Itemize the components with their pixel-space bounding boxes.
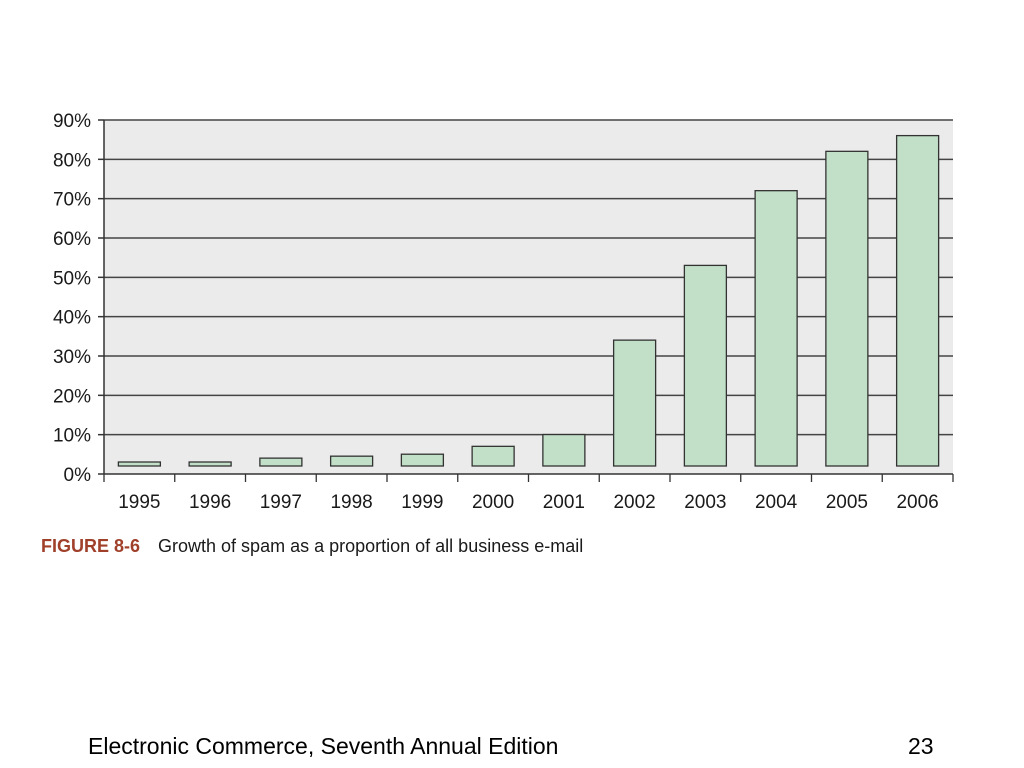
x-tick-label: 1995 [118,492,160,513]
y-tick-label: 80% [53,150,91,171]
figure-caption: FIGURE 8-6 Growth of spam as a proportion… [41,536,583,557]
x-tick-label: 1996 [189,492,231,513]
bar-2004 [754,190,798,467]
bar-2002 [612,339,657,467]
plot-background [104,120,953,474]
x-tick-label: 2000 [472,492,514,513]
gridlines [104,119,953,436]
y-tick-label: 30% [53,347,91,368]
bar-1996 [188,461,232,467]
bar-2001 [542,433,586,467]
x-tick-label: 2006 [896,492,938,513]
page-number: 23 [908,733,934,759]
y-tick-label: 40% [53,308,91,329]
bar-1997 [259,457,303,467]
bar-2006 [895,134,940,467]
bar-2000 [471,445,515,467]
y-tick-label: 90% [53,111,91,132]
y-tick-label: 20% [53,386,91,407]
y-tick-label: 60% [53,229,91,250]
tick-labels: 0% 10% 20% 30% 40% 50% 60% 70% 80% 90% 1995 1996 199… [53,111,939,513]
y-tick-label: 10% [53,426,91,447]
x-tick-label: 1998 [330,492,372,513]
bar-1999 [400,453,445,467]
figure-label: FIGURE 8-6 [41,536,141,556]
bar-2005 [825,150,869,467]
y-tick-label: 70% [53,190,91,211]
x-tick-label: 2004 [755,492,798,513]
x-tick-label: 1999 [401,492,443,513]
x-tick-label: 2002 [613,492,655,513]
x-tick-label: 2003 [684,492,726,513]
x-tick-label: 1997 [260,492,302,513]
y-tick-label: 50% [53,268,91,289]
bar-2003 [683,264,728,467]
x-tick-label: 2005 [826,492,868,513]
bar-1995 [117,461,162,467]
bar-1998 [329,455,374,467]
x-tick-label: 2001 [543,492,585,513]
caption-text: Growth of spam as a proportion of all bu… [158,536,584,556]
y-tick-label: 0% [64,465,92,486]
bars [117,134,940,467]
axes [98,119,954,482]
footer-title: Electronic Commerce, Seventh Annual Edit… [88,733,559,759]
